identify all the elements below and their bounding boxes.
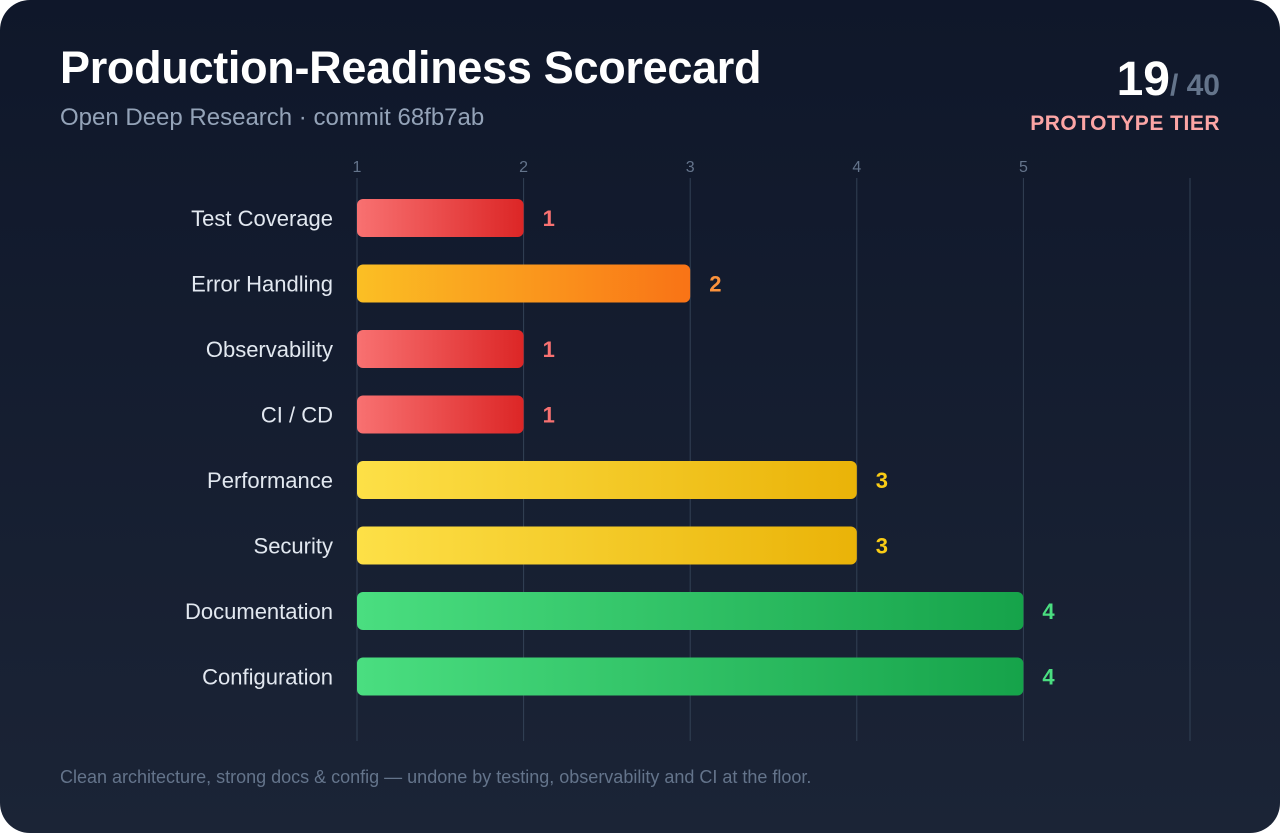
bar	[357, 526, 857, 565]
x-tick-label: 1	[353, 159, 362, 176]
data-label: 4	[1042, 599, 1055, 624]
score-value: 19	[1116, 53, 1170, 106]
page-title: Production-Readiness Scorecard	[60, 42, 762, 93]
category-label: Test Coverage	[191, 206, 333, 231]
category-label: Security	[254, 534, 333, 559]
data-label: 4	[1042, 665, 1055, 690]
data-label: 3	[876, 534, 888, 559]
score-total: / 40	[1169, 69, 1220, 102]
x-tick-label: 5	[1019, 159, 1028, 176]
bar	[357, 264, 691, 303]
category-label: CI / CD	[261, 403, 333, 428]
x-tick-label: 2	[519, 159, 528, 176]
summary-footer: Clean architecture, strong docs & config…	[60, 767, 812, 787]
category-label: Error Handling	[191, 272, 333, 297]
bar	[357, 199, 524, 237]
data-label: 1	[543, 206, 555, 231]
category-label: Configuration	[202, 665, 333, 690]
tier-badge: PROTOTYPE TIER	[1030, 112, 1220, 135]
total-score: 19/ 40	[1117, 52, 1220, 107]
data-label: 1	[543, 337, 555, 362]
category-label: Documentation	[185, 599, 333, 624]
data-label: 3	[876, 468, 888, 493]
x-tick-label: 3	[686, 159, 695, 176]
category-label: Observability	[206, 337, 333, 362]
data-label: 2	[709, 272, 721, 297]
page-subtitle: Open Deep Research · commit 68fb7ab	[60, 104, 485, 131]
bar	[357, 657, 1024, 696]
bar	[357, 330, 524, 368]
bar	[357, 592, 1024, 630]
data-label: 1	[543, 403, 555, 428]
category-label: Performance	[207, 468, 333, 493]
bar	[357, 395, 524, 434]
x-tick-label: 4	[852, 159, 861, 176]
bar	[357, 461, 857, 499]
